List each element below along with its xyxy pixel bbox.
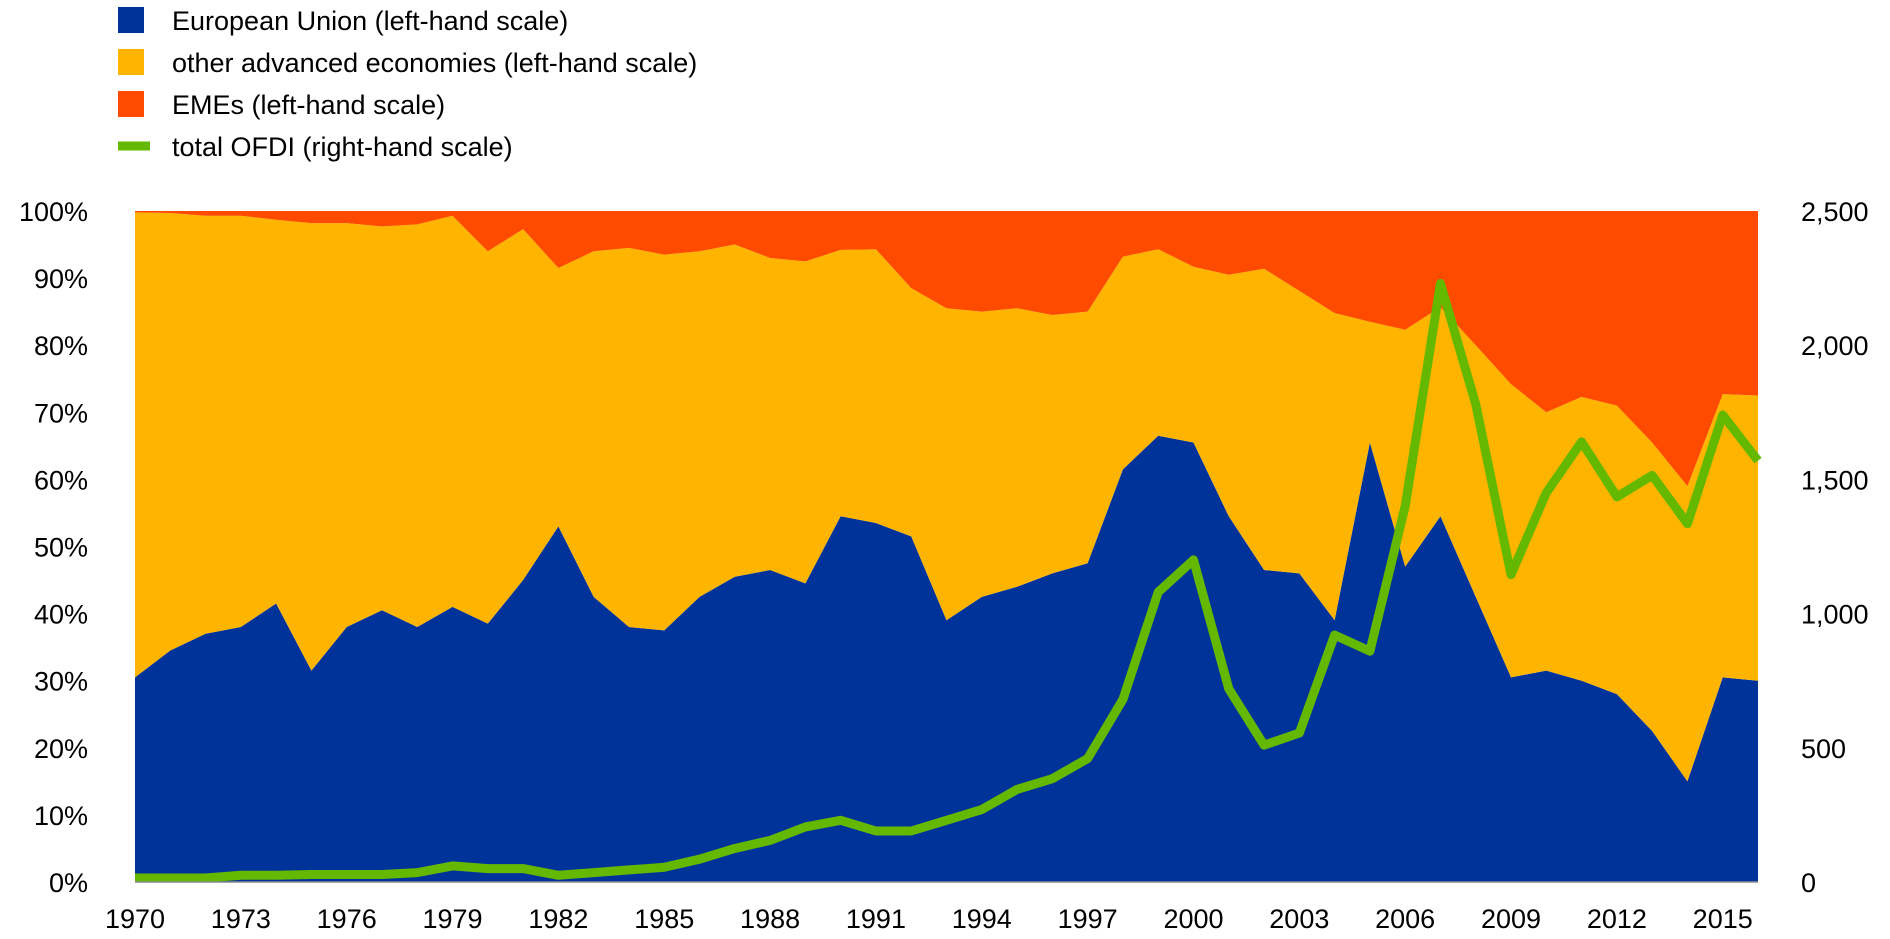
left-tick-label: 70% (34, 398, 88, 428)
legend-swatch (118, 7, 144, 33)
right-tick-label: 1,500 (1801, 465, 1869, 495)
left-axis: 0% 10% 20% 30% 40% 50% 60% 70% 80% 90% 100% (19, 197, 88, 898)
left-tick-label: 60% (34, 465, 88, 495)
x-tick-label: 2009 (1481, 904, 1541, 934)
legend-item-total-ofdi: total OFDI (right-hand scale) (118, 132, 513, 162)
left-tick-label: 0% (49, 868, 88, 898)
right-axis: 0 500 1,000 1,500 2,000 2,500 (1801, 197, 1869, 898)
legend-item-emes: EMEs (left-hand scale) (118, 90, 445, 120)
legend-swatch (118, 91, 144, 117)
line-total-ofdi (135, 278, 1762, 883)
legend-label: European Union (left-hand scale) (172, 6, 568, 36)
legend-item-other-advanced-economies: other advanced economies (left-hand scal… (118, 48, 697, 78)
left-tick-label: 100% (19, 197, 88, 227)
x-tick-label: 1997 (1058, 904, 1118, 934)
x-tick-label: 2015 (1693, 904, 1753, 934)
x-axis: 1970 1973 1976 1979 1982 1985 1988 1991 1994 1997… (105, 881, 1758, 934)
legend-label: total OFDI (right-hand scale) (172, 132, 513, 162)
area-emes (135, 211, 1758, 487)
x-tick-label: 1988 (740, 904, 800, 934)
x-tick-label: 2012 (1587, 904, 1647, 934)
right-tick-label: 0 (1801, 868, 1816, 898)
left-tick-label: 40% (34, 600, 88, 630)
left-tick-label: 90% (34, 264, 88, 294)
left-tick-label: 30% (34, 667, 88, 697)
x-tick-label: 2003 (1269, 904, 1329, 934)
left-tick-label: 50% (34, 533, 88, 563)
left-tick-label: 10% (34, 801, 88, 831)
right-tick-label: 1,000 (1801, 600, 1869, 630)
legend-item-european-union: European Union (left-hand scale) (118, 6, 568, 36)
x-tick-label: 1973 (211, 904, 271, 934)
legend-label: other advanced economies (left-hand scal… (172, 48, 697, 78)
right-tick-label: 2,500 (1801, 197, 1869, 227)
x-tick-label: 1976 (317, 904, 377, 934)
x-tick-label: 2006 (1375, 904, 1435, 934)
right-tick-label: 500 (1801, 734, 1846, 764)
x-tick-label: 1970 (105, 904, 165, 934)
area-european-union (135, 435, 1758, 882)
legend-label: EMEs (left-hand scale) (172, 90, 445, 120)
x-tick-label: 1991 (846, 904, 906, 934)
stacked-areas (135, 211, 1758, 882)
x-tick-label: 2000 (1163, 904, 1223, 934)
x-tick-label: 1985 (634, 904, 694, 934)
area-other-advanced-economies (135, 212, 1758, 782)
left-tick-label: 20% (34, 734, 88, 764)
legend-swatch (118, 49, 144, 75)
x-tick-label: 1979 (423, 904, 483, 934)
total-ofdi-line-layer (135, 278, 1762, 883)
x-tick-label: 1994 (952, 904, 1012, 934)
left-tick-label: 80% (34, 331, 88, 361)
x-tick-label: 1982 (528, 904, 588, 934)
legend: European Union (left-hand scale) other ad… (118, 6, 697, 162)
right-tick-label: 2,000 (1801, 331, 1869, 361)
